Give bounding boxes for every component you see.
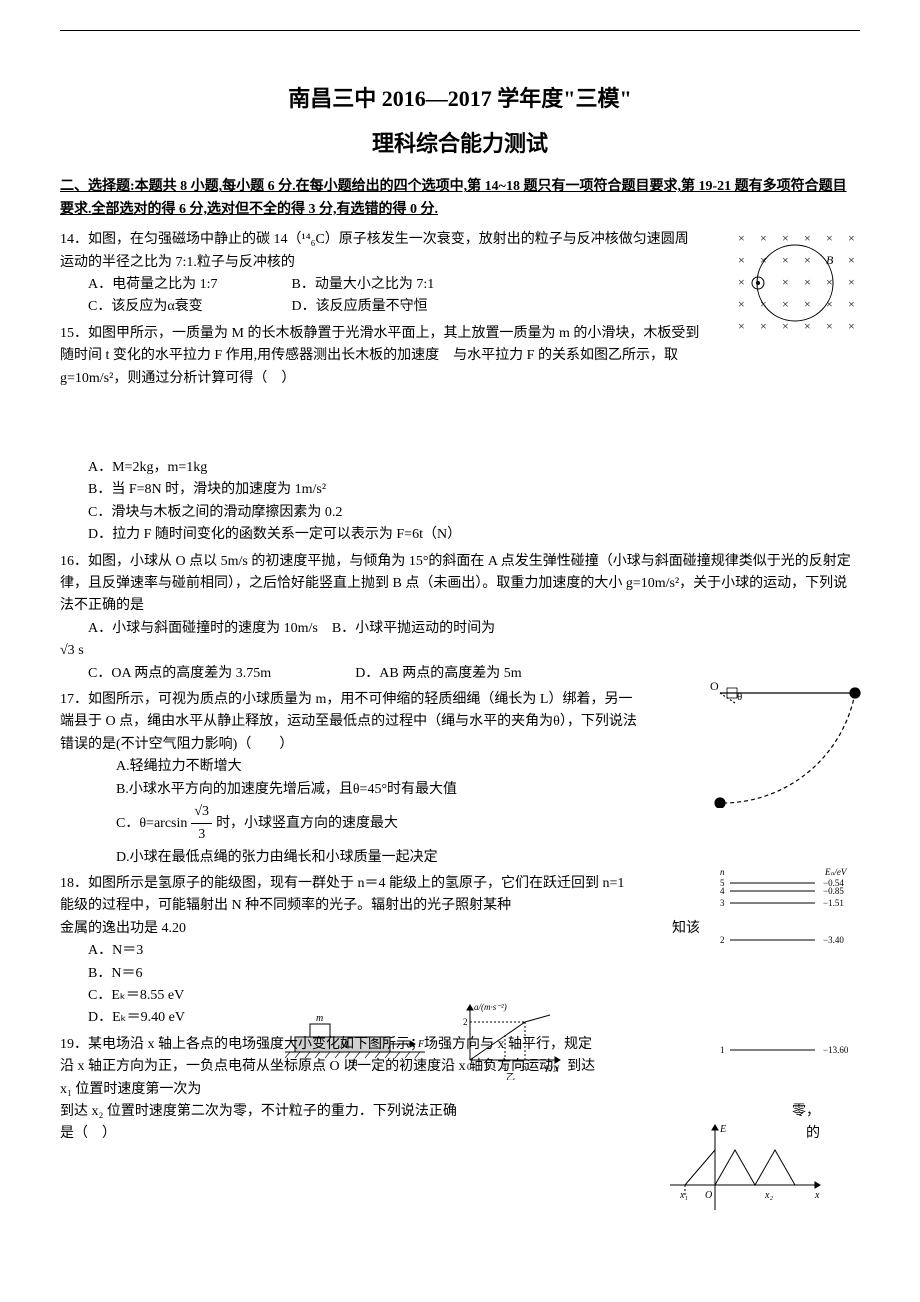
- svg-text:x₂: x₂: [764, 1190, 773, 1201]
- svg-text:×: ×: [848, 231, 855, 245]
- q14-optC: C．该反应为α衰变: [88, 296, 288, 318]
- q17-frac-den: 3: [191, 824, 212, 846]
- svg-text:×: ×: [760, 253, 767, 267]
- svg-text:θ: θ: [737, 691, 742, 703]
- q14-optA: A．电荷量之比为 1:7: [88, 274, 288, 296]
- q17-optC-tail: 时，小球竖直方向的速度最大: [216, 813, 398, 835]
- question-15: 15．如图甲所示，一质量为 M 的长木板静置于光滑水平面上，其上放置一质量为 m…: [60, 323, 860, 547]
- q15-text: 如图甲所示，一质量为 M 的长木板静置于光滑水平面上，其上放置一质量为 m 的小…: [60, 326, 699, 386]
- svg-text:x: x: [814, 1190, 820, 1201]
- q16-optB-val: √3 s: [60, 640, 860, 662]
- q19-figure: E x x₁ O x₂: [660, 1120, 830, 1220]
- svg-text:×: ×: [738, 231, 745, 245]
- q15-optC: C．滑块与木板之间的滑动摩擦因素为 0.2: [60, 502, 860, 524]
- svg-text:3: 3: [720, 898, 725, 908]
- q16-optC: C．OA 两点的高度差为 3.75m: [88, 666, 271, 681]
- q17-optC-prefix: C．θ=arcsin: [116, 813, 187, 835]
- svg-text:×: ×: [804, 253, 811, 267]
- svg-text:×: ×: [782, 253, 789, 267]
- svg-text:x₁: x₁: [679, 1190, 688, 1201]
- q18-text3: 金属的逸出功是 4.20: [60, 918, 186, 940]
- q15-optB: B．当 F=8N 时，滑块的加速度为 1m/s²: [60, 479, 860, 501]
- q14-num: 14．: [60, 232, 88, 247]
- svg-text:E: E: [719, 1124, 726, 1135]
- q19-num: 19．: [60, 1037, 88, 1052]
- svg-text:O: O: [710, 679, 719, 693]
- svg-text:×: ×: [738, 253, 745, 267]
- svg-text:×: ×: [738, 297, 745, 311]
- q16-optD: D．AB 两点的高度差为 5m: [355, 666, 521, 681]
- svg-text:Eₙ/eV: Eₙ/eV: [824, 867, 848, 877]
- q15-optA: A．M=2kg，m=1kg: [60, 457, 860, 479]
- q17-figure: O θ: [705, 678, 865, 808]
- q19-text2: 到达 x₂ 位置时速度第二次为零，不计粒子的重力．下列说法正确: [60, 1101, 457, 1123]
- svg-text:×: ×: [848, 297, 855, 311]
- svg-text:×: ×: [782, 231, 789, 245]
- svg-text:×: ×: [804, 231, 811, 245]
- svg-text:a/(m·s⁻²): a/(m·s⁻²): [474, 1002, 507, 1012]
- svg-text:4: 4: [720, 886, 725, 896]
- q18-num: 18．: [60, 876, 88, 891]
- q14-text: 如图，在匀强磁场中静止的碳 14（¹⁴₆C）原子核发生一次衰变，放射出的粒子与反…: [60, 232, 689, 269]
- svg-text:O: O: [705, 1190, 712, 1201]
- svg-text:2: 2: [720, 935, 725, 945]
- q14-figure: ×××××× ××××B× ××××× ×××××× ××××××: [730, 228, 870, 338]
- q16-optB-prefix: B．小球平抛运动的时间为: [318, 621, 495, 636]
- q18-text2: 知该: [672, 918, 700, 940]
- svg-text:×: ×: [782, 275, 789, 289]
- q18-text: 如图所示是氢原子的能级图，现有一群处于 n＝4 能级上的氢原子，它们在跃迁回到 …: [60, 876, 624, 913]
- q16-num: 16．: [60, 554, 88, 569]
- question-16: 16．如图，小球从 O 点以 5m/s 的初速度平抛，与倾角为 15°的斜面在 …: [60, 551, 860, 685]
- svg-text:×: ×: [826, 231, 833, 245]
- svg-text:−0.85: −0.85: [823, 886, 844, 896]
- q16-text: 如图，小球从 O 点以 5m/s 的初速度平抛，与倾角为 15°的斜面在 A 点…: [60, 554, 851, 614]
- svg-text:×: ×: [848, 253, 855, 267]
- q14-optD: D．该反应质量不守恒: [292, 299, 428, 314]
- q19-text3: 是（ ）: [60, 1123, 116, 1145]
- svg-text:×: ×: [760, 231, 767, 245]
- svg-text:×: ×: [782, 297, 789, 311]
- svg-text:×: ×: [848, 275, 855, 289]
- svg-text:×: ×: [826, 275, 833, 289]
- q17-frac-num: √3: [191, 801, 212, 824]
- q15-num: 15．: [60, 326, 88, 341]
- svg-text:−3.40: −3.40: [823, 935, 844, 945]
- q15-optD: D．拉力 F 随时间变化的函数关系一定可以表示为 F=6t（N）: [60, 524, 860, 546]
- q17-num: 17．: [60, 692, 88, 707]
- svg-text:B: B: [826, 253, 834, 267]
- svg-text:−1.51: −1.51: [823, 898, 844, 908]
- q19-text: 某电场沿 x 轴上各点的电场强度大小变化如下图所示；场强方向与 x 轴平行，规定…: [60, 1037, 595, 1097]
- section-instructions: 二、选择题:本题共 8 小题,每小题 6 分.在每小题给出的四个选项中,第 14…: [60, 176, 860, 221]
- q17-text: 如图所示，可视为质点的小球质量为 m，用不可伸缩的轻质细绳（绳长为 L）绑着，另…: [60, 692, 637, 752]
- main-title: 南昌三中 2016—2017 学年度"三模": [60, 81, 860, 116]
- sub-title: 理科综合能力测试: [60, 126, 860, 161]
- svg-text:2: 2: [463, 1017, 468, 1027]
- q16-optA: A．小球与斜面碰撞时的速度为 10m/s: [88, 621, 318, 636]
- q14-optB: B．动量大小之比为 7:1: [292, 277, 435, 292]
- svg-text:×: ×: [738, 275, 745, 289]
- svg-text:n: n: [720, 867, 725, 877]
- svg-text:m: m: [316, 1013, 323, 1024]
- top-rule: [60, 30, 860, 31]
- svg-text:×: ×: [804, 297, 811, 311]
- svg-text:×: ×: [804, 275, 811, 289]
